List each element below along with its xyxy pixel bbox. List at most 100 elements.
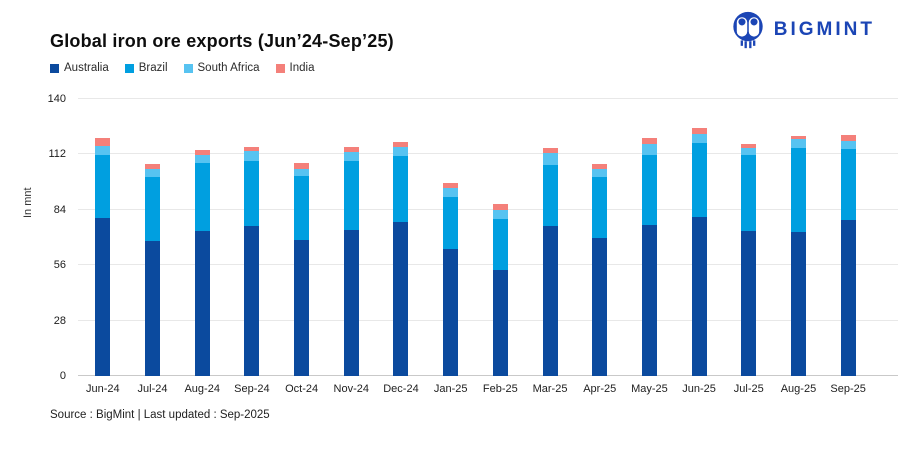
bar-segment-brazil <box>95 155 111 218</box>
y-tick-label: 28 <box>53 314 66 327</box>
legend-item-australia[interactable]: Australia <box>50 62 109 74</box>
bar-segment-brazil <box>393 156 409 222</box>
legend-item-india[interactable]: India <box>275 62 314 74</box>
bar-segment-south-africa <box>790 138 806 149</box>
x-tick-label: Aug-25 <box>780 383 817 395</box>
x-tick-label: Sep-24 <box>234 383 270 395</box>
x-tick-label: Jul-25 <box>733 383 764 395</box>
bar-segment-brazil <box>691 142 707 217</box>
x-tick-label: Sep-25 <box>830 383 866 395</box>
bar-slot-apr-25 <box>575 99 625 376</box>
bar-jun-24 <box>95 99 111 376</box>
bar-segment-brazil <box>294 176 310 241</box>
bar-segment-brazil <box>492 218 508 271</box>
bar-slot-mar-25 <box>525 99 575 376</box>
bar-segment-australia <box>641 224 657 376</box>
bar-segment-australia <box>244 225 260 376</box>
y-axis: 0 28 56 84 112 140 <box>36 93 72 382</box>
bar-segment-australia <box>145 241 161 376</box>
bigmint-logo: BIGMINT <box>731 11 875 49</box>
bar-feb-25 <box>492 99 508 376</box>
bar-segment-brazil <box>741 155 757 231</box>
bar-jul-24 <box>145 99 161 376</box>
bar-jul-25 <box>741 99 757 376</box>
x-tick-label: Feb-25 <box>482 383 518 395</box>
legend-swatch-icon <box>124 63 134 73</box>
legend-label: Brazil <box>138 62 168 74</box>
bar-dec-24 <box>393 99 409 376</box>
x-tick-label: Dec-24 <box>383 383 419 395</box>
grid-line <box>78 153 898 155</box>
x-tick-label: Jan-25 <box>433 383 468 395</box>
x-tick-label: Jun-24 <box>86 383 120 395</box>
x-tick-label: Nov-24 <box>333 383 370 395</box>
source-note: Source : BigMint | Last updated : Sep-20… <box>50 409 270 421</box>
bar-segment-india <box>542 147 558 154</box>
bar-segment-australia <box>194 230 210 376</box>
bar-slot-jul-24 <box>128 99 178 376</box>
bar-slot-nov-24 <box>326 99 376 376</box>
x-tick-label: Mar-25 <box>532 383 568 395</box>
grid-line <box>78 319 898 321</box>
legend-label: Australia <box>64 62 109 74</box>
x-axis-line <box>78 375 898 376</box>
bar-slot-aug-24 <box>177 99 227 376</box>
bar-segment-south-africa <box>641 143 657 156</box>
bar-segment-south-africa <box>741 147 757 156</box>
legend-item-brazil[interactable]: Brazil <box>124 62 168 74</box>
grid-line <box>78 264 898 266</box>
legend-item-south-africa[interactable]: South Africa <box>183 62 260 74</box>
bar-segment-brazil <box>542 165 558 226</box>
bar-aug-25 <box>790 99 806 376</box>
bar-segment-india <box>641 137 657 144</box>
bar-aug-24 <box>194 99 210 376</box>
bar-segment-india <box>741 143 757 148</box>
x-tick-label: Aug-24 <box>184 383 220 395</box>
bar-segment-india <box>95 137 111 146</box>
bar-slot-dec-24 <box>376 99 426 376</box>
bigmint-logo-icon <box>731 11 765 49</box>
bar-segment-south-africa <box>840 140 856 150</box>
legend-label: South Africa <box>197 62 260 74</box>
bar-jan-25 <box>443 99 459 376</box>
bar-segment-australia <box>393 221 409 376</box>
bar-segment-india <box>343 146 359 153</box>
bar-segment-india <box>244 146 260 152</box>
plot-area <box>78 98 898 376</box>
bigmint-logo-text: BIGMINT <box>773 19 875 40</box>
bar-segment-india <box>393 141 409 147</box>
bar-segment-south-africa <box>542 153 558 166</box>
y-tick-label: 112 <box>48 148 66 161</box>
bar-slot-jun-24 <box>78 99 128 376</box>
bar-jun-25 <box>691 99 707 376</box>
bar-slot-jul-25 <box>724 99 774 376</box>
x-tick-label: Jul-24 <box>137 383 168 395</box>
legend-swatch-icon <box>275 63 285 73</box>
bar-slot-sep-25 <box>823 99 873 376</box>
bar-segment-india <box>840 134 856 141</box>
x-axis: Jun-24 Jul-24 Aug-24 Sep-24 Oct-24 Nov-24 Dec-… <box>78 383 873 395</box>
bar-segment-australia <box>95 217 111 376</box>
bar-slot-may-25 <box>625 99 675 376</box>
x-tick-label: Jun-25 <box>682 383 716 395</box>
bar-may-25 <box>641 99 657 376</box>
x-tick-label: May-25 <box>631 383 668 395</box>
bar-segment-south-africa <box>592 169 608 178</box>
grid-line <box>78 98 898 99</box>
bar-segment-brazil <box>840 149 856 220</box>
chart-title: Global iron ore exports (Jun’24-Sep’25) <box>50 31 394 51</box>
bar-segment-south-africa <box>294 169 310 177</box>
bar-segment-south-africa <box>393 146 409 157</box>
bar-segment-india <box>592 164 608 170</box>
bar-segment-australia <box>741 230 757 376</box>
y-tick-label: 140 <box>47 93 66 105</box>
x-tick-label: Apr-25 <box>583 383 617 395</box>
y-tick-label: 56 <box>53 259 66 272</box>
bar-segment-brazil <box>443 196 459 250</box>
bar-segment-australia <box>492 270 508 376</box>
bar-segment-australia <box>294 240 310 376</box>
bar-segment-south-africa <box>145 169 161 178</box>
bar-segment-south-africa <box>95 145 111 156</box>
bar-segment-south-africa <box>343 152 359 162</box>
x-tick-label: Oct-24 <box>285 383 319 395</box>
